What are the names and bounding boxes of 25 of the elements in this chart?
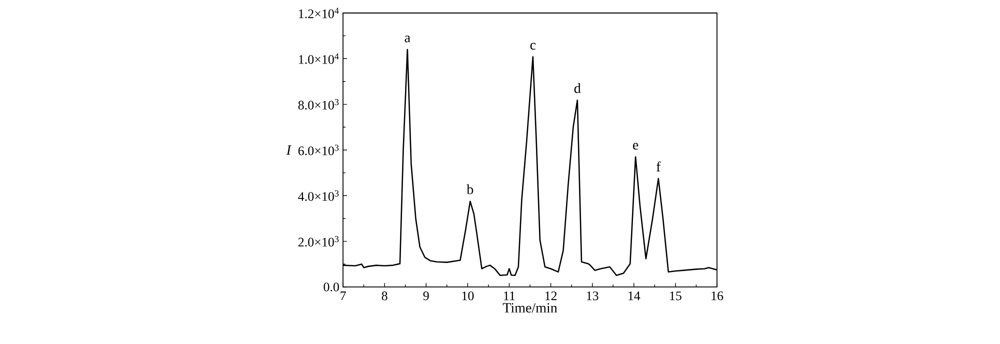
x-tick-label: 10 (462, 292, 474, 300)
x-tick-label: 12 (545, 292, 557, 300)
y-tick-label: 1.0×10$^{4}$ (298, 53, 339, 64)
x-tick-label: 16 (712, 292, 724, 300)
y-axis-title: I (286, 145, 292, 155)
y-tick-label: 2.0×10$^{3}$ (298, 236, 339, 247)
x-tick-label: 13 (586, 292, 598, 300)
x-tick-label: 9 (423, 292, 429, 300)
y-tick-label: 4.0×10$^{3}$ (298, 190, 339, 201)
y-tick-label: 1.2×10$^{4}$ (298, 8, 339, 18)
x-tick-label: 8 (382, 292, 388, 300)
x-tick-label: 15 (670, 292, 682, 300)
x-tick-label: 11 (504, 292, 515, 300)
y-tick-label: 8.0×10$^{3}$ (298, 99, 339, 110)
x-tick-label: 14 (628, 292, 640, 300)
annotation: b (466, 184, 474, 194)
annotation: f (656, 161, 661, 172)
annotation: d (574, 83, 581, 94)
annotation: a (404, 36, 410, 42)
y-tick-label: 0.0 (324, 282, 339, 292)
annotation: e (632, 142, 638, 150)
x-axis-title: Time/min (502, 303, 558, 313)
annotation: c (530, 42, 536, 50)
y-tick-label: 6.0×10$^{3}$ (298, 144, 339, 156)
x-tick-label: 7 (340, 292, 346, 300)
